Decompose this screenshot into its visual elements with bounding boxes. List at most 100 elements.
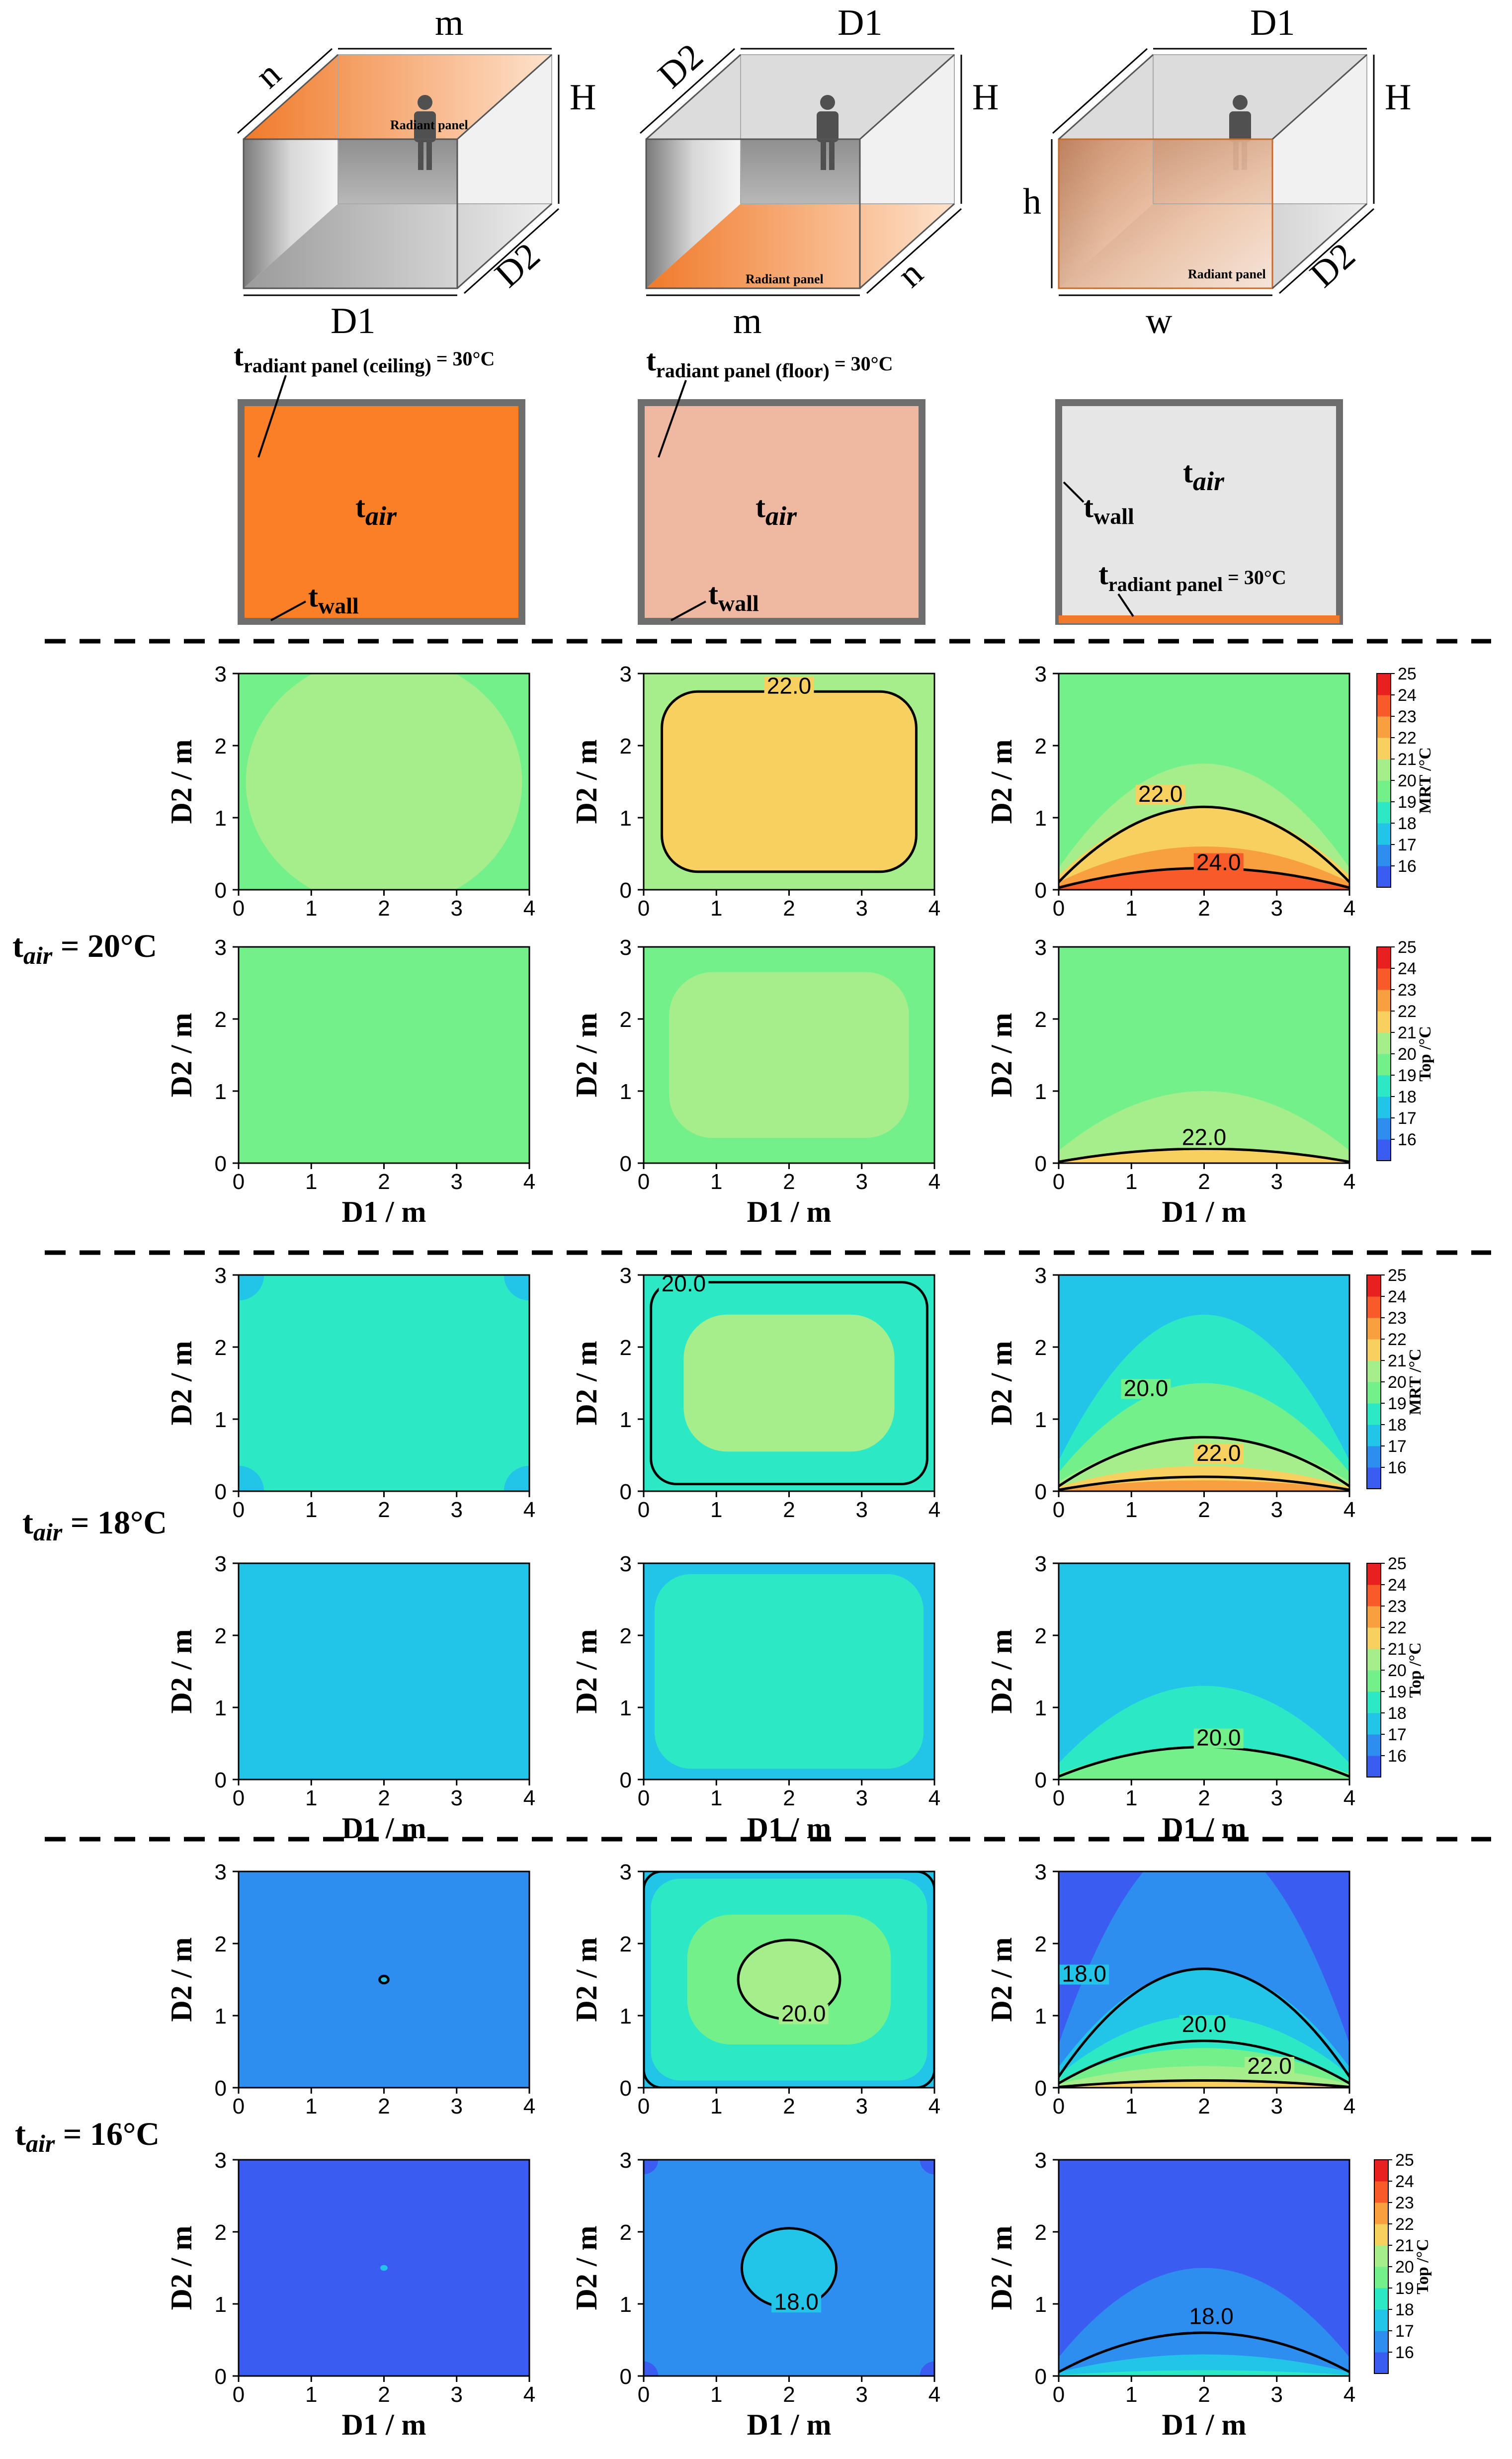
colorbar-tick-label: 18	[1398, 814, 1417, 833]
contour-label: 22.0	[1196, 1440, 1241, 1466]
colorbar-swatch	[1367, 1756, 1381, 1778]
y-axis-label: D2 / m	[570, 1938, 603, 2022]
x-tick-label: 3	[451, 2382, 463, 2407]
section-diagrams: tradiant panel (ceiling) = 30°C tair twall…	[234, 339, 1343, 625]
person-icon	[820, 95, 835, 110]
section-room	[1055, 399, 1343, 625]
colorbar-swatch	[1377, 674, 1391, 695]
dim-label-top: D1	[838, 2, 882, 43]
colorbar-tick-label: 23	[1398, 981, 1417, 1000]
contour-region	[662, 691, 917, 872]
x-tick-label: 2	[783, 1170, 795, 1194]
x-tick-label: 3	[856, 1170, 868, 1194]
person-icon	[1233, 95, 1248, 110]
colorbar-tick-label: 18	[1388, 1704, 1407, 1723]
plot-area	[239, 1563, 529, 1780]
x-tick-label: 2	[783, 2094, 795, 2119]
y-tick-label: 2	[215, 1624, 227, 1648]
y-tick-label: 1	[215, 1408, 227, 1432]
contour-label: 18.0	[1189, 2303, 1234, 2329]
y-axis-label: D2 / m	[985, 2226, 1018, 2310]
plot-ceiling-MRT: 0 1 2 3 4 0 1 2 3 D2 / m	[165, 662, 535, 921]
contour-label-bg	[1193, 853, 1244, 873]
contour-label-bg	[1179, 2015, 1229, 2035]
y-tick-label: 3	[215, 1552, 227, 1576]
plot-area: 20.0	[644, 1275, 934, 1491]
plot-ceiling-Top: 0 1 2 3 4 0 1 2 3 D2 / m D1 / m	[165, 935, 535, 1228]
contour-label-bg	[1245, 2057, 1295, 2077]
x-axis-label: D1 / m	[747, 1812, 832, 1845]
plot-floor-Top: 0 1 2 3 4 0 1 2 3 D2 / m D1 / m	[570, 935, 940, 1228]
y-tick-label: 1	[1035, 1080, 1047, 1104]
section-floor: tradiant panel (floor) = 30°C tair twall	[638, 344, 925, 625]
edge	[1058, 138, 1273, 289]
leader	[1063, 481, 1085, 503]
wall-temp-label: twall	[708, 578, 759, 616]
contour-label: 22.0	[1247, 2053, 1292, 2079]
colorbar-swatch	[1374, 2181, 1388, 2203]
x-tick-label: 0	[233, 1498, 245, 1522]
dim-line	[866, 208, 962, 294]
x-tick-label: 1	[710, 2094, 722, 2119]
y-tick-label: 1	[1035, 1408, 1047, 1432]
x-tick-label: 2	[1198, 896, 1210, 921]
y-tick-label: 2	[1035, 734, 1047, 759]
edge	[456, 203, 553, 289]
x-tick-label: 0	[638, 2382, 650, 2407]
colorbar-tick-label: 19	[1398, 1066, 1417, 1085]
leader	[658, 380, 687, 458]
y-tick-label: 2	[1035, 1624, 1047, 1648]
x-axis-label: D1 / m	[1162, 1195, 1247, 1228]
colorbar-swatch	[1367, 1296, 1381, 1318]
plot-wall-Top: 22.0 0 1 2 3 4 0 1 2 3 D2 / m D1 / m	[985, 935, 1355, 1228]
plot-area	[239, 2160, 529, 2376]
air-temp-label: tair	[355, 491, 397, 531]
x-tick-label: 4	[928, 1786, 940, 1810]
y-tick-label: 2	[620, 1008, 632, 1032]
x-tick-label: 0	[233, 2094, 245, 2119]
x-tick-label: 3	[1271, 1170, 1283, 1194]
section-ceiling: tradiant panel (ceiling) = 30°C tair twall	[234, 339, 525, 625]
x-tick-label: 0	[233, 1786, 245, 1810]
contour-label: 22.0	[1138, 781, 1183, 807]
y-axis-label: D2 / m	[570, 740, 603, 824]
y-axis-label: D2 / m	[165, 740, 198, 824]
contour-region	[644, 2361, 659, 2376]
y-tick-label: 1	[620, 1080, 632, 1104]
colorbar-tick-label: 21	[1388, 1352, 1407, 1370]
plot-area: 20.0	[644, 1871, 934, 2088]
section-room	[638, 399, 925, 625]
plot-floor-MRT: 20.0 0 1 2 3 4 0 1 2 3 D2 / m	[570, 1264, 940, 1522]
y-tick-label: 3	[215, 1860, 227, 1884]
colorbar-tick-label: 24	[1398, 959, 1417, 978]
x-tick-label: 2	[1198, 1786, 1210, 1810]
x-tick-label: 1	[1125, 2382, 1137, 2407]
y-tick-label: 2	[215, 1932, 227, 1956]
plot-wall-Top: 20.0 0 1 2 3 4 0 1 2 3 D2 / m D1 / m	[985, 1552, 1355, 1845]
contour-label-bg	[659, 1275, 709, 1294]
contour-label-bg	[1121, 1379, 1171, 1399]
colorbar-swatch	[1367, 1318, 1381, 1340]
x-tick-label: 1	[710, 1170, 722, 1194]
y-tick-label: 1	[620, 806, 632, 831]
row-labels: tair = 20°C tair = 18°C tair = 16°C	[12, 928, 167, 2157]
y-tick-label: 1	[1035, 806, 1047, 831]
y-tick-label: 0	[215, 2076, 227, 2101]
contour-label-bg	[1059, 1964, 1109, 1985]
y-tick-label: 3	[215, 935, 227, 960]
colorbar-swatch	[1377, 845, 1391, 866]
colorbar-swatch	[1367, 1382, 1381, 1404]
plot-background	[239, 1563, 529, 1780]
colorbar-tick-label: 17	[1398, 836, 1417, 854]
x-tick-label: 3	[451, 1498, 463, 1522]
y-tick-label: 2	[215, 1008, 227, 1032]
colorbar-swatch	[1374, 2267, 1388, 2289]
y-axis-label: D2 / m	[985, 1629, 1018, 1714]
y-tick-label: 3	[215, 1264, 227, 1288]
y-axis-label: D2 / m	[985, 1013, 1018, 1098]
y-tick-label: 3	[1035, 1264, 1047, 1288]
contour-label-bg	[1193, 1443, 1244, 1464]
dim-line	[639, 48, 736, 134]
contour-label: 22.0	[767, 673, 812, 698]
